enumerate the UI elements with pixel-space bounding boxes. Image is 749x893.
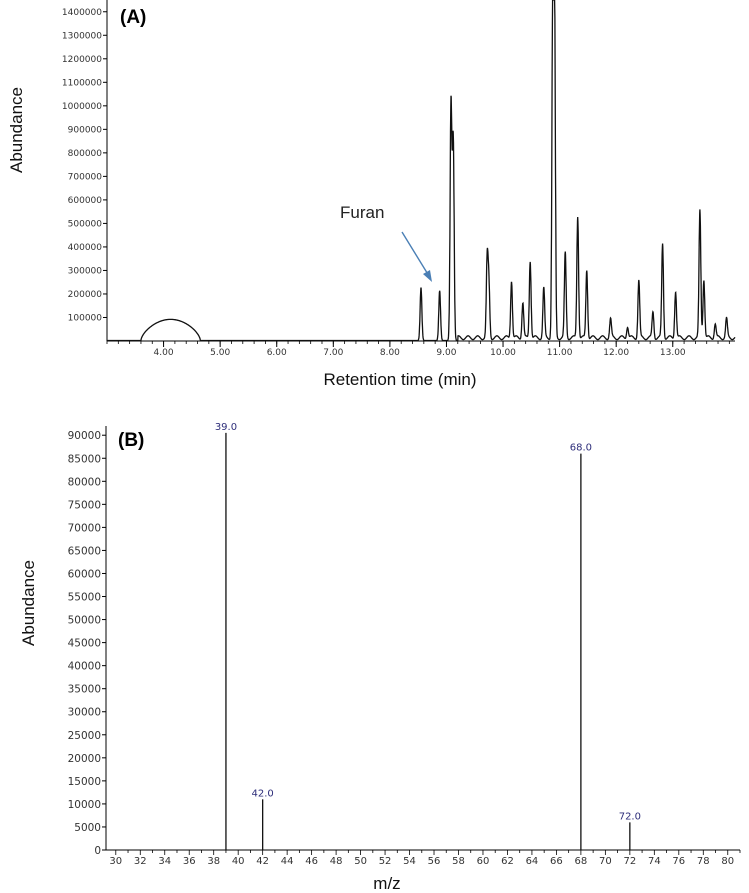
y-tick-label: 1000000 [62,102,102,112]
y-axis-ticks-b: 0 5000 10000 15000 20000 25000 30000 35000 40000… [68,430,106,857]
x-tick-label: 5.00 [210,348,230,358]
x-tick-label: 9.00 [436,348,456,358]
x-axis-title-b: m/z [373,874,400,893]
panel-label-b: (B) [118,430,144,451]
y-tick-label: 35000 [68,684,101,696]
x-axis-ticks-b: 30 32 34 36 38 40 42 44 46 48 50 52 54 56 58 60 62 64 66 68… [109,850,741,867]
x-tick-label: 76 [672,856,685,867]
y-tick-label: 600000 [68,196,103,206]
x-tick-label: 11.00 [547,348,573,358]
y-tick-label: 20000 [68,753,101,765]
x-tick-label: 48 [330,856,343,867]
x-tick-label: 42 [256,856,269,867]
x-tick-label: 40 [232,856,245,867]
peak-label: 39.0 [215,422,237,433]
x-tick-label: 6.00 [267,348,287,358]
x-tick-label: 38 [207,856,220,867]
y-tick-label: 15000 [68,776,101,788]
furan-annotation: Furan [340,203,432,282]
x-tick-label: 10.00 [490,348,516,358]
furan-arrow-icon [401,231,430,277]
x-tick-label: 46 [305,856,318,867]
y-tick-label: 10000 [68,799,101,811]
y-tick-label: 700000 [68,172,103,182]
chromatogram-panel: (A) Abundance Retention time (min) 10000… [7,0,736,389]
x-tick-label: 30 [109,856,122,867]
x-axis-ticks-a: 4.00 5.00 6.00 7.00 8.00 9.00 10.00 11.00 12.00 1… [106,341,730,358]
x-tick-label: 80 [721,856,734,867]
furan-arrowhead-icon [423,270,432,282]
mass-spectrum-panel: (B) Abundance m/z 0 5000 10000 15000 20000 25… [19,422,741,893]
y-tick-label: 400000 [68,243,103,253]
y-tick-label: 45000 [68,638,101,650]
x-tick-label: 44 [281,856,294,867]
y-tick-label: 800000 [68,149,103,159]
chromatogram-trace [107,0,736,342]
y-tick-label: 1200000 [62,55,102,65]
x-tick-label: 56 [428,856,441,867]
y-tick-label: 1100000 [62,78,102,88]
y-tick-label: 65000 [68,545,101,557]
x-tick-label: 32 [134,856,147,867]
x-tick-label: 58 [452,856,465,867]
x-tick-label: 12.00 [603,348,629,358]
y-tick-label: 50000 [68,615,101,627]
y-tick-label: 300000 [68,266,103,276]
y-axis-title-b: Abundance [19,560,38,646]
y-axis-title-a: Abundance [7,87,26,173]
y-tick-label: 0 [94,845,101,857]
y-tick-label: 60000 [68,568,101,580]
x-tick-label: 66 [550,856,563,867]
y-tick-label: 40000 [68,661,101,673]
furan-annotation-label: Furan [340,203,384,222]
x-tick-label: 54 [403,856,416,867]
spectrum-bars: 39.0 42.0 68.0 72.0 [215,422,641,850]
x-tick-label: 50 [354,856,367,867]
x-tick-label: 36 [183,856,196,867]
x-tick-label: 64 [526,856,539,867]
x-tick-label: 13.00 [660,348,686,358]
peak-label: 42.0 [252,788,274,799]
x-tick-label: 68 [575,856,588,867]
x-tick-label: 7.00 [323,348,343,358]
y-tick-label: 55000 [68,592,101,604]
x-tick-label: 62 [501,856,514,867]
y-tick-label: 5000 [74,822,101,834]
peak-label: 68.0 [570,443,592,454]
y-tick-label: 1400000 [62,8,102,18]
y-axis-ticks-a: 100000 200000 300000 400000 500000 600000 7000… [62,8,107,323]
x-tick-label: 60 [477,856,490,867]
x-axis-title-a: Retention time (min) [323,370,476,389]
y-tick-label: 70000 [68,522,101,534]
y-tick-label: 100000 [68,313,103,323]
x-tick-label: 52 [379,856,392,867]
y-tick-label: 80000 [68,476,101,488]
x-tick-label: 70 [599,856,612,867]
panel-label-a: (A) [120,7,146,28]
x-tick-label: 72 [623,856,636,867]
y-tick-label: 30000 [68,707,101,719]
y-tick-label: 25000 [68,730,101,742]
x-tick-label: 34 [158,856,171,867]
y-tick-label: 90000 [68,430,101,442]
x-tick-label: 4.00 [154,348,174,358]
y-tick-label: 85000 [68,453,101,465]
x-tick-label: 78 [697,856,710,867]
x-tick-label: 74 [648,856,661,867]
y-tick-label: 900000 [68,125,103,135]
y-tick-label: 500000 [68,219,103,229]
y-tick-label: 1300000 [62,31,102,41]
y-tick-label: 200000 [68,290,103,300]
peak-label: 72.0 [619,811,641,822]
x-tick-label: 8.00 [380,348,400,358]
y-tick-label: 75000 [68,499,101,511]
